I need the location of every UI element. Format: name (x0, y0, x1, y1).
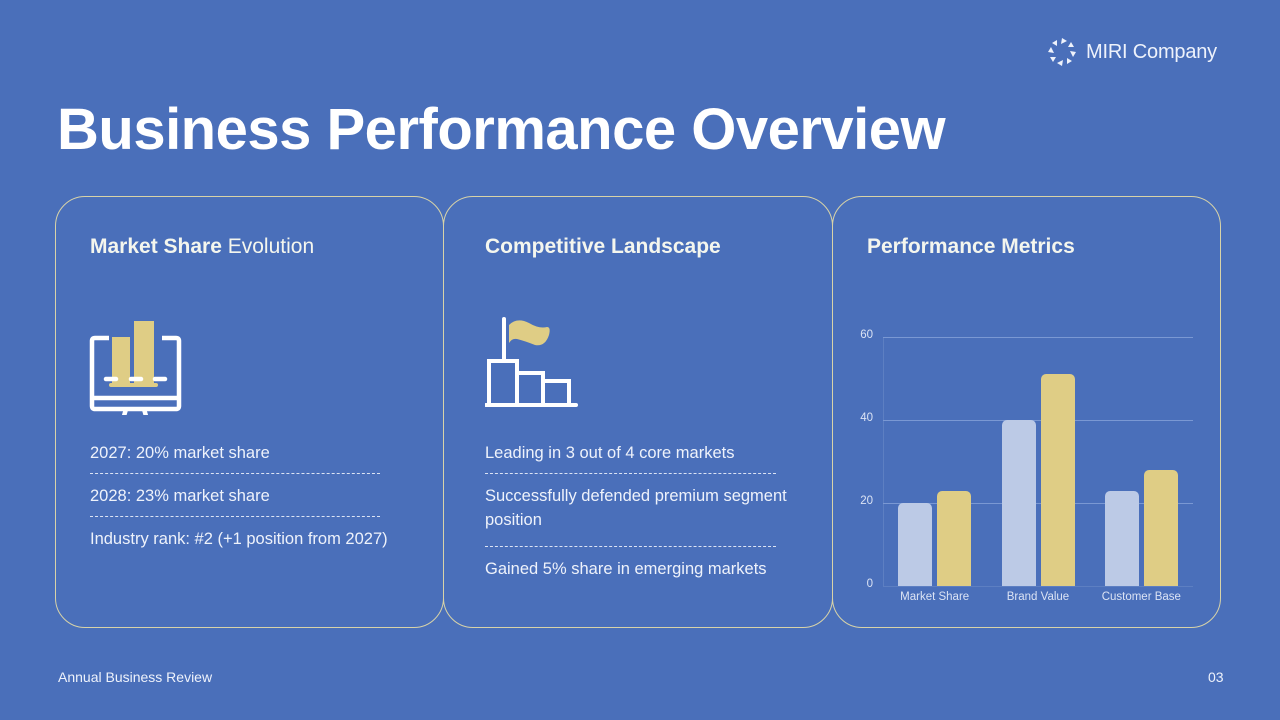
bar-2028 (937, 490, 972, 586)
card-title: Market Share Evolution (90, 235, 314, 259)
competitive-landscape-card: Competitive Landscape Leading in 3 out o… (443, 196, 833, 628)
bar-2028 (1040, 374, 1075, 586)
x-axis-label: Customer Base (1101, 591, 1181, 603)
x-axis-label: Market Share (900, 591, 970, 603)
gridline (883, 503, 1193, 504)
bar-2027 (898, 503, 933, 586)
dashed-divider (90, 516, 380, 517)
list-item: Industry rank: #2 (+1 position from 2027… (90, 530, 388, 548)
x-axis-line (883, 586, 1193, 587)
market-share-card: Market Share Evolution 2027: 20% market … (55, 196, 444, 628)
list-item: 2027: 20% market share (90, 444, 270, 462)
list-item: Leading in 3 out of 4 core markets (485, 444, 735, 462)
y-tick-label: 0 (866, 578, 873, 590)
card-title: Performance Metrics (867, 235, 1075, 258)
dashed-divider (485, 546, 776, 547)
list-item: Successfully defended premium segment po… (485, 487, 787, 529)
dashed-divider (485, 473, 776, 474)
brand-logo: MIRI Company (1046, 36, 1217, 68)
footer-label: Annual Business Review (58, 669, 213, 685)
x-axis-label: Brand Value (1006, 591, 1070, 603)
y-tick-label: 40 (860, 412, 873, 424)
ring-of-triangles-icon (1048, 38, 1076, 66)
bar-2027 (1001, 420, 1036, 586)
dashed-divider (90, 473, 380, 474)
card-title: Competitive Landscape (485, 235, 721, 258)
brand-name: MIRI Company (1086, 40, 1217, 63)
performance-bar-chart: 0 20 40 60 Market Share Brand Value Customer B… (833, 197, 1222, 629)
y-tick-label: 60 (860, 329, 873, 341)
monitor-bar-chart-icon (89, 319, 185, 424)
gridline (883, 420, 1193, 421)
card-title-rest: Evolution (221, 235, 315, 258)
list-item: 2028: 23% market share (90, 487, 270, 505)
y-axis-line (883, 337, 884, 586)
market-share-list: 2027: 20% market share 2028: 23% market … (90, 441, 390, 551)
list-item: Gained 5% share in emerging markets (485, 560, 767, 578)
performance-metrics-card: Performance Metrics 0 20 40 60 Market Share B… (832, 196, 1221, 628)
flag-on-podium-icon (484, 315, 581, 411)
page-title: Business Performance Overview (57, 97, 946, 162)
y-tick-label: 20 (860, 495, 873, 507)
competitive-list: Leading in 3 out of 4 core markets Succe… (485, 441, 795, 581)
page-number: 03 (1208, 669, 1224, 685)
card-title-bold: Market Share (90, 235, 222, 258)
bar-2028 (1143, 469, 1178, 586)
gridline (883, 337, 1193, 338)
bar-2027 (1104, 490, 1139, 586)
